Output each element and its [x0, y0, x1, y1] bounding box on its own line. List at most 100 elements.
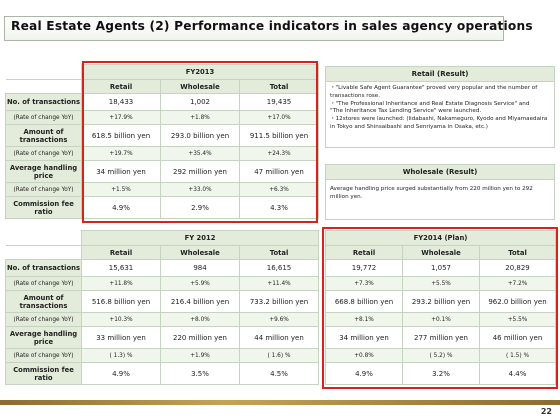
table-cell: 4.4%	[478, 362, 557, 385]
row-label-rate: (Rate of change YoY)	[5, 276, 82, 291]
row-label-amount: Amount of transactions	[5, 124, 82, 147]
table-cell: +17.0%	[239, 110, 319, 125]
col-wholesale: Wholesale	[160, 79, 240, 94]
table-cell: 618.5 billion yen	[81, 124, 161, 147]
table-cell: 46 million yen	[478, 326, 557, 349]
row-label-rate: (Rate of change YoY)	[5, 110, 82, 125]
wholesale-result-line: Average handling price surged substantia…	[330, 186, 533, 192]
col-total: Total	[238, 245, 320, 260]
table-cell: +35.4%	[160, 146, 240, 161]
table-cell: 220 million yen	[160, 326, 240, 349]
row-label-rate: (Rate of change YoY)	[5, 182, 82, 197]
table-cell: 44 million yen	[238, 326, 320, 349]
table-cell: 293.2 billion yen	[402, 290, 480, 313]
col-retail: Retail	[325, 245, 403, 260]
table-cell: ( 1.6) %	[238, 348, 320, 363]
table-cell: 984	[160, 259, 240, 277]
table-cell: ( 5.2) %	[402, 348, 480, 363]
table-cell: +10.3%	[81, 312, 161, 327]
page-title: Real Estate Agents (2) Performance indic…	[4, 16, 533, 41]
table-cell: +8.1%	[325, 312, 403, 327]
table-cell: 4.5%	[238, 362, 320, 385]
row-label-avg-price: Average handling price	[5, 160, 82, 183]
col-wholesale: Wholesale	[160, 245, 240, 260]
table-cell: +5.5%	[402, 276, 480, 291]
table-cell: 33 million yen	[81, 326, 161, 349]
table-cell: 668.8 billion yen	[325, 290, 403, 313]
table-cell: 277 million yen	[402, 326, 480, 349]
table-cell: +8.0%	[160, 312, 240, 327]
wholesale-result-text: Average handling price surged substantia…	[325, 180, 555, 220]
page-number: 22	[540, 407, 552, 416]
table-cell: 4.3%	[239, 196, 319, 219]
table-cell: 15,631	[81, 259, 161, 277]
table-cell: +17.9%	[81, 110, 161, 125]
fy2012-table: FY 2012 Retail Wholesale Total No. of tr…	[5, 230, 320, 385]
row-label-transactions: No. of transactions	[5, 93, 82, 111]
table-cell: +0.8%	[325, 348, 403, 363]
fy2012-header: FY 2012	[80, 230, 320, 246]
row-label-amount: Amount of transactions	[5, 290, 82, 313]
fy2013-table: FY2013 Retail Wholesale Total No. of tra…	[5, 64, 319, 219]
table-cell: +0.1%	[402, 312, 480, 327]
retail-result-text: ・"Livable Safe Agent Guarantee" proved v…	[325, 82, 555, 148]
table-cell: 4.9%	[81, 196, 161, 219]
table-cell: 34 million yen	[81, 160, 161, 183]
table-cell: +9.6%	[238, 312, 320, 327]
col-total: Total	[239, 79, 319, 94]
wholesale-result-line: million yen.	[330, 193, 363, 200]
table-cell: 16,615	[238, 259, 320, 277]
row-label-rate: (Rate of change YoY)	[5, 312, 82, 327]
fy2014-table: FY2014 (Plan) Retail Wholesale Total 19,…	[324, 230, 557, 385]
table-cell: ( 1.3) %	[81, 348, 161, 363]
table-cell: 3.2%	[402, 362, 480, 385]
col-retail: Retail	[81, 79, 161, 94]
row-label-transactions: No. of transactions	[5, 259, 82, 277]
table-cell: 47 million yen	[239, 160, 319, 183]
table-cell: 292 million yen	[160, 160, 240, 183]
table-cell: ( 1.5) %	[478, 348, 557, 363]
table-cell: +1.5%	[81, 182, 161, 197]
table-cell: +33.0%	[160, 182, 240, 197]
row-label-avg-price: Average handling price	[5, 326, 82, 349]
row-label-rate: (Rate of change YoY)	[5, 348, 82, 363]
table-cell: +5.5%	[478, 312, 557, 327]
table-cell: 3.5%	[160, 362, 240, 385]
table-cell: 20,829	[478, 259, 557, 277]
col-retail: Retail	[81, 245, 161, 260]
table-cell: 19,772	[325, 259, 403, 277]
retail-result-line: ・"Livable Safe Agent Guarantee" proved v…	[330, 85, 538, 91]
col-wholesale: Wholesale	[402, 245, 480, 260]
table-cell: +24.3%	[239, 146, 319, 161]
wholesale-result-header: Wholesale (Result)	[325, 164, 555, 180]
table-cell: +6.3%	[239, 182, 319, 197]
table-cell: 1,002	[160, 93, 240, 111]
table-cell: 911.5 billion yen	[239, 124, 319, 147]
table-cell: +7.3%	[325, 276, 403, 291]
retail-result-line: "The Inheritance Tax Lending Service" we…	[330, 108, 482, 115]
col-total: Total	[478, 245, 557, 260]
row-label-commission: Commission fee ratio	[5, 196, 82, 219]
table-cell: 216.4 billion yen	[160, 290, 240, 313]
table-cell: +5.9%	[160, 276, 240, 291]
table-cell: 34 million yen	[325, 326, 403, 349]
table-cell: +7.2%	[478, 276, 557, 291]
table-cell: 962.0 billion yen	[478, 290, 557, 313]
retail-result-header: Retail (Result)	[325, 66, 555, 82]
footer-bar	[0, 400, 560, 405]
table-cell: 4.9%	[81, 362, 161, 385]
row-label-rate: (Rate of change YoY)	[5, 146, 82, 161]
table-cell: 4.9%	[325, 362, 403, 385]
table-cell: +19.7%	[81, 146, 161, 161]
retail-result-line: in Tokyo and Shinsaibashi and Senriyama …	[330, 123, 488, 130]
fy2014-header: FY2014 (Plan)	[324, 230, 557, 246]
table-cell: 733.2 billion yen	[238, 290, 320, 313]
table-cell: 516.8 billion yen	[81, 290, 161, 313]
table-cell: +11.4%	[238, 276, 320, 291]
table-cell: 293.0 billion yen	[160, 124, 240, 147]
table-cell: 2.9%	[160, 196, 240, 219]
table-cell: 1,057	[402, 259, 480, 277]
table-cell: +1.8%	[160, 110, 240, 125]
table-cell: +11.8%	[81, 276, 161, 291]
table-cell: 18,433	[81, 93, 161, 111]
